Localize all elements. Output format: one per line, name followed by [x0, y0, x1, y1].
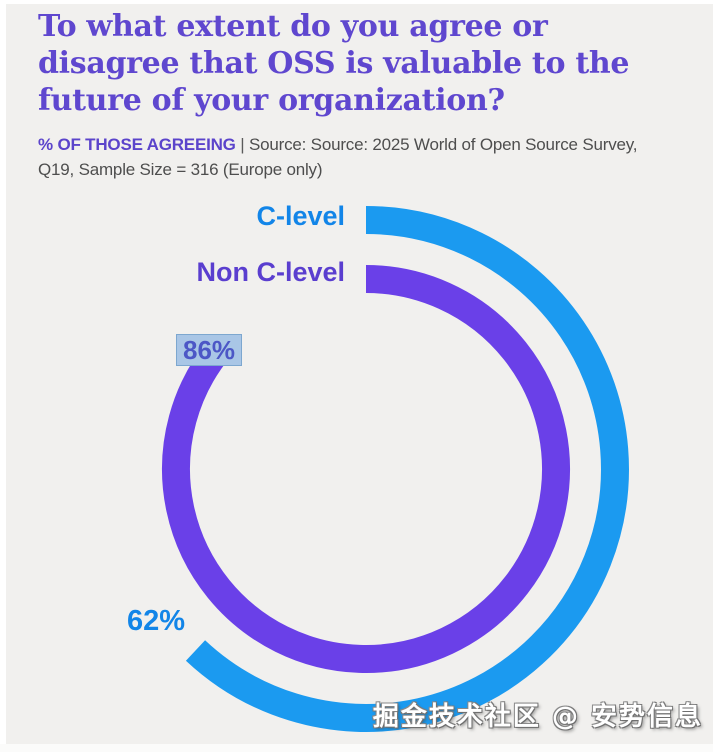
subtitle-source: Source: Source: 2025 World of Open Sourc…	[38, 135, 638, 179]
value-label-c-level: 62%	[127, 605, 186, 637]
category-label-c-level: C-level	[256, 201, 345, 231]
bottom-edge-strip	[0, 744, 713, 752]
subtitle-kicker: % OF THOSE AGREEING	[38, 135, 236, 154]
watermark: 掘金技术社区 @ 安势信息	[372, 702, 703, 732]
subtitle-separator: |	[235, 135, 249, 154]
category-label-non-c-level: Non C-level	[196, 257, 345, 287]
non-c-level-arc	[162, 265, 570, 673]
value-label-non-c-level-selected: 86%	[176, 334, 243, 366]
chart-subtitle: % OF THOSE AGREEING | Source: Source: 20…	[38, 132, 656, 182]
chart-title: To what extent do you agree or disagree …	[38, 9, 630, 118]
c-level-arc	[185, 206, 629, 732]
